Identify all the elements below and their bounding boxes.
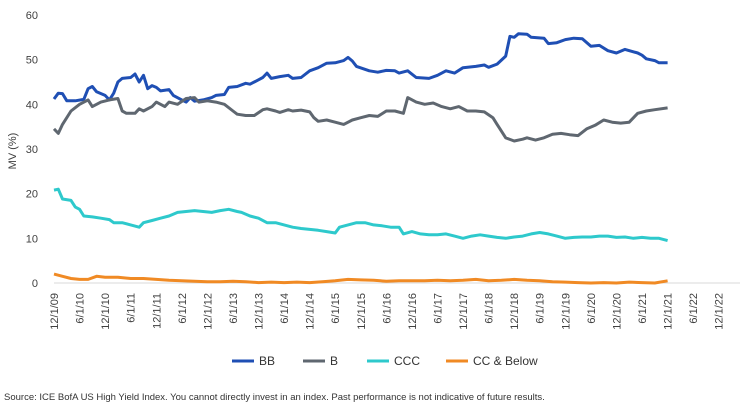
x-tick-label: 12/1/16 (407, 293, 419, 330)
x-tick-label: 6/1/20 (586, 293, 598, 324)
y-tick-label: 10 (26, 233, 38, 245)
x-tick-label: 12/1/09 (49, 293, 61, 330)
y-tick-label: 40 (26, 99, 38, 111)
y-tick-label: 50 (26, 55, 38, 67)
y-tick-label: 20 (26, 189, 38, 201)
x-tick-label: 6/1/21 (637, 293, 649, 324)
x-tick-label: 6/1/17 (432, 293, 444, 324)
x-tick-label: 6/1/10 (75, 293, 87, 324)
y-tick-label: 0 (32, 278, 38, 290)
x-tick-label: 12/1/12 (202, 293, 214, 330)
x-tick-label: 12/1/20 (611, 293, 623, 330)
y-tick-label: 30 (26, 144, 38, 156)
x-tick-label: 12/1/11 (151, 293, 163, 329)
x-tick-label: 12/1/17 (458, 293, 470, 330)
x-tick-label: 6/1/13 (228, 293, 240, 324)
legend-label: CCC (394, 354, 420, 368)
x-tick-label: 12/1/18 (509, 293, 521, 330)
series-line-cc-below (53, 272, 668, 285)
x-tick-label: 6/1/11 (126, 293, 138, 323)
x-tick-label: 12/1/14 (305, 293, 317, 330)
x-tick-label: 6/1/15 (330, 293, 342, 324)
y-axis-ticks: 0 10 20 30 40 50 60 (26, 10, 38, 290)
x-tick-label: 12/1/13 (254, 293, 266, 330)
legend: BB B CCC CC & Below (232, 354, 538, 368)
x-tick-label: 6/1/22 (688, 293, 700, 324)
series-line-bb (52, 32, 668, 104)
series-line-b (52, 96, 668, 143)
legend-label: CC & Below (473, 354, 538, 368)
x-axis-ticks: 12/1/09 6/1/10 12/1/10 6/1/11 12/1/11 6/1/12 1… (49, 293, 726, 330)
legend-label: BB (259, 354, 275, 368)
source-note: Source: ICE BofA US High Yield Index. Yo… (4, 392, 545, 403)
legend-label: B (330, 354, 338, 368)
x-tick-label: 6/1/16 (381, 293, 393, 324)
series-lines (52, 32, 668, 285)
x-tick-label: 12/1/19 (560, 293, 572, 330)
x-tick-label: 12/1/10 (100, 293, 112, 330)
x-tick-label: 12/1/15 (356, 293, 368, 330)
x-tick-label: 6/1/14 (279, 293, 291, 324)
y-tick-label: 60 (26, 10, 38, 22)
x-tick-label: 12/1/22 (714, 293, 726, 330)
x-tick-label: 6/1/12 (177, 293, 189, 324)
x-tick-label: 6/1/18 (484, 293, 496, 324)
series-line-ccc (53, 187, 668, 243)
x-tick-label: 12/1/21 (663, 293, 675, 330)
x-tick-label: 6/1/19 (535, 293, 547, 324)
y-axis-label: MV (%) (7, 133, 19, 170)
